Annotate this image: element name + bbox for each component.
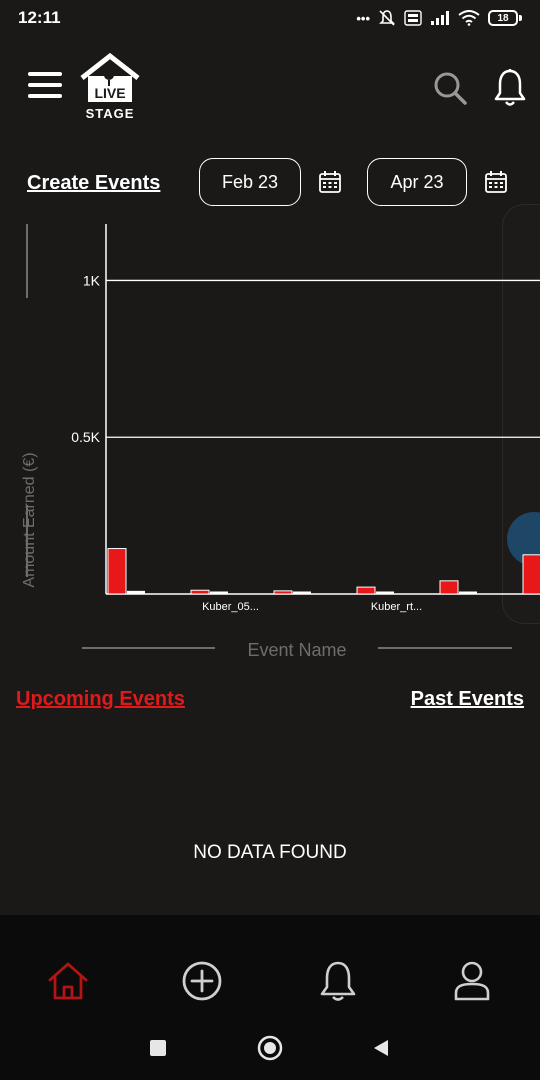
- bottom-navigation: [0, 915, 540, 1020]
- status-time: 12:11: [18, 8, 61, 27]
- bar-series-0-5[interactable]: [522, 554, 540, 595]
- notifications-bell-icon[interactable]: [492, 68, 528, 108]
- earnings-chart: Event Name 0.5K1KKuber_05...Kuber_rt...K…: [0, 220, 540, 660]
- date-to-button[interactable]: Apr 23: [367, 158, 467, 206]
- back-icon[interactable]: [370, 1037, 392, 1059]
- y-tick-label: 1K: [83, 272, 101, 288]
- bar-series-1-2[interactable]: [293, 591, 311, 594]
- wifi-icon: [458, 10, 480, 26]
- menu-button[interactable]: [28, 72, 62, 102]
- bar-series-0-2[interactable]: [273, 590, 293, 595]
- y-tick-label: 0.5K: [71, 429, 100, 445]
- menu-icon: [28, 72, 62, 76]
- live-stage-logo: LIVE STAGE: [80, 52, 140, 121]
- bar-series-0-0[interactable]: [107, 548, 127, 595]
- notifications-icon[interactable]: [316, 959, 360, 1003]
- tab-upcoming-events[interactable]: Upcoming Events: [16, 688, 185, 710]
- bar-series-0-1[interactable]: [190, 589, 210, 595]
- notification-dots: •••: [356, 10, 370, 26]
- home-icon[interactable]: [46, 959, 90, 1003]
- bar-series-1-4[interactable]: [459, 591, 477, 594]
- battery-level: 18: [488, 10, 518, 26]
- home-circle-icon[interactable]: [257, 1035, 283, 1061]
- earnings-bar-chart: Event Name 0.5K1KKuber_05...Kuber_rt...K…: [26, 224, 540, 660]
- mute-icon: [379, 10, 395, 26]
- recent-apps-icon[interactable]: [150, 1040, 166, 1056]
- tab-past-events[interactable]: Past Events: [410, 688, 524, 710]
- battery-indicator: 18: [488, 10, 522, 26]
- logo-text-stage: STAGE: [86, 106, 135, 121]
- empty-state-message: NO DATA FOUND: [193, 842, 347, 863]
- events-tabs: Upcoming Events Past Events: [0, 686, 540, 718]
- volte-icon: [404, 10, 422, 26]
- signal-icon: [431, 11, 449, 25]
- event-controls: Create Events Feb 23 Apr 23: [0, 156, 540, 208]
- x-tick-label: Kuber_rt...: [371, 601, 422, 613]
- system-navigation-bar: [0, 1020, 540, 1080]
- date-from-button[interactable]: Feb 23: [199, 158, 301, 206]
- bar-series-1-0[interactable]: [127, 590, 145, 594]
- logo-text-live: LIVE: [94, 85, 125, 101]
- bar-series-1-1[interactable]: [210, 591, 228, 594]
- calendar-icon[interactable]: [484, 170, 508, 194]
- create-events-link[interactable]: Create Events: [27, 172, 161, 194]
- add-event-icon[interactable]: [180, 959, 224, 1003]
- status-bar: 12:11 ••• 18: [0, 0, 540, 36]
- bar-series-0-3[interactable]: [356, 586, 376, 595]
- calendar-icon[interactable]: [318, 170, 342, 194]
- status-icons: ••• 18: [356, 9, 522, 27]
- y-axis-title: Amount Earned (€): [21, 452, 38, 588]
- app-header: LIVE STAGE: [0, 44, 540, 132]
- profile-icon[interactable]: [450, 959, 494, 1003]
- x-tick-label: Kuber_05...: [202, 601, 259, 613]
- search-icon[interactable]: [432, 70, 468, 106]
- bar-series-0-4[interactable]: [439, 580, 459, 595]
- bar-series-1-3[interactable]: [376, 591, 394, 594]
- x-axis-title: Event Name: [247, 640, 346, 660]
